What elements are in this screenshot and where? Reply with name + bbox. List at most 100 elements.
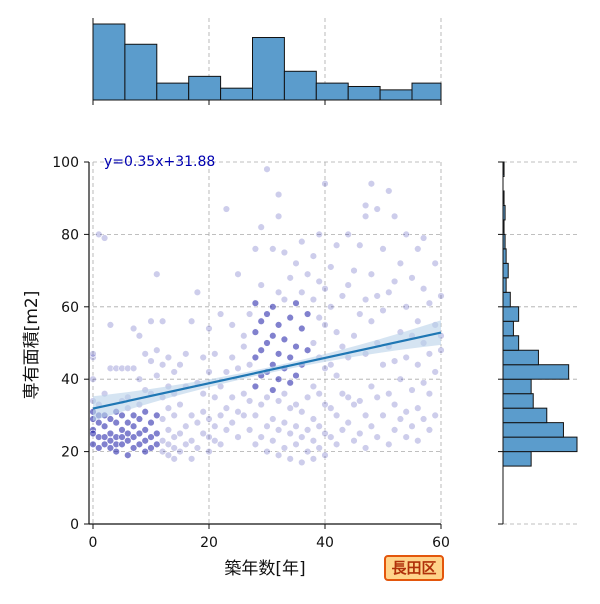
x-hist-bar — [379, 89, 413, 101]
data-point — [419, 415, 428, 423]
data-point — [350, 400, 358, 409]
data-point — [251, 245, 260, 253]
data-point — [124, 364, 132, 373]
y-hist-bar — [502, 349, 539, 366]
data-point — [135, 332, 144, 340]
data-point — [182, 350, 190, 358]
data-point — [263, 310, 271, 318]
data-point — [269, 437, 277, 445]
data-point — [106, 429, 115, 438]
data-point — [437, 292, 445, 300]
data-point — [356, 397, 364, 405]
data-point — [327, 433, 335, 441]
data-point — [327, 263, 335, 271]
data-point — [135, 440, 144, 449]
data-point — [390, 212, 399, 221]
data-point — [390, 426, 399, 434]
data-point — [286, 353, 294, 362]
data-point — [269, 386, 277, 394]
data-point — [100, 433, 109, 441]
data-point — [95, 418, 103, 427]
data-point — [321, 429, 329, 438]
data-point — [106, 321, 115, 329]
data-point — [408, 274, 416, 282]
data-point — [176, 447, 184, 456]
data-point — [89, 375, 97, 383]
data-point — [240, 332, 248, 340]
data-point — [298, 288, 306, 297]
y-hist-bar — [502, 335, 520, 351]
y-hist-bar — [502, 393, 534, 409]
data-point — [280, 389, 289, 398]
data-point — [251, 440, 260, 449]
data-point — [100, 234, 109, 242]
data-point — [321, 364, 329, 373]
data-point — [170, 368, 178, 376]
data-point — [141, 437, 149, 445]
data-point — [182, 422, 190, 430]
data-point — [321, 400, 329, 409]
data-point — [216, 440, 225, 449]
regression-layer — [92, 320, 442, 421]
x-tick-label: 0 — [89, 535, 98, 551]
data-point — [245, 426, 254, 434]
data-point — [315, 422, 323, 430]
data-point — [309, 382, 318, 391]
y-tick-label: 60 — [61, 300, 79, 316]
data-point — [274, 321, 283, 329]
data-point — [321, 180, 329, 188]
data-point — [100, 440, 109, 449]
data-point — [211, 422, 219, 430]
data-point — [396, 415, 405, 423]
data-point — [222, 426, 231, 434]
data-point — [228, 418, 236, 427]
data-point — [205, 447, 213, 456]
data-point — [361, 444, 370, 452]
data-point — [147, 317, 155, 325]
data-point — [350, 437, 358, 445]
data-point — [298, 408, 306, 416]
data-point — [321, 321, 329, 329]
x-tick-label: 40 — [316, 535, 334, 551]
data-point — [257, 317, 265, 325]
y-hist-bar — [502, 407, 548, 424]
data-point — [431, 259, 439, 268]
data-point — [332, 241, 341, 249]
data-point — [153, 270, 161, 278]
data-point — [251, 382, 260, 391]
data-point — [269, 415, 277, 423]
data-point — [286, 404, 294, 412]
x-hist-bar — [315, 82, 349, 101]
data-point — [251, 299, 260, 307]
data-point — [141, 426, 149, 434]
data-point — [222, 205, 231, 213]
y-tick-label: 80 — [61, 227, 79, 243]
data-point — [338, 292, 347, 300]
data-point — [280, 418, 289, 427]
data-point — [234, 408, 242, 416]
data-point — [361, 212, 370, 221]
data-point — [396, 259, 405, 268]
data-point — [205, 415, 213, 423]
data-point — [182, 440, 190, 449]
data-point — [419, 234, 428, 242]
data-point — [431, 368, 439, 376]
data-point — [274, 397, 283, 405]
data-point — [437, 346, 445, 354]
data-point — [211, 437, 219, 445]
data-point — [106, 415, 115, 423]
data-point — [193, 288, 202, 297]
x-hist-bar — [188, 75, 222, 101]
data-point — [309, 339, 318, 347]
data-point — [158, 317, 167, 325]
data-point — [414, 437, 422, 445]
data-point — [170, 411, 178, 420]
y-hist-bar — [502, 436, 578, 453]
y-hist-bar — [502, 306, 520, 322]
data-point — [280, 248, 289, 257]
data-point — [309, 252, 318, 260]
data-point — [303, 310, 312, 318]
y-tick-label: 0 — [70, 517, 79, 533]
data-point — [274, 288, 283, 297]
regression-line — [92, 331, 442, 410]
